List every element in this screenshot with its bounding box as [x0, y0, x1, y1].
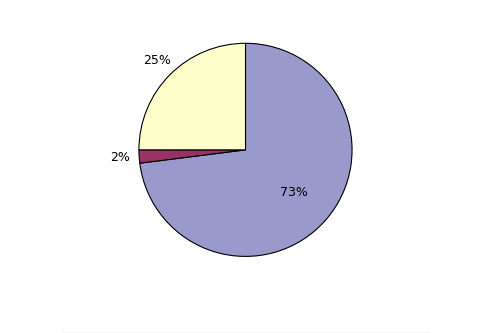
Wedge shape [140, 43, 352, 256]
Text: 2%: 2% [110, 151, 130, 164]
Text: 25%: 25% [143, 54, 170, 68]
Text: 73%: 73% [279, 185, 307, 198]
Wedge shape [139, 43, 246, 150]
Wedge shape [139, 150, 246, 163]
